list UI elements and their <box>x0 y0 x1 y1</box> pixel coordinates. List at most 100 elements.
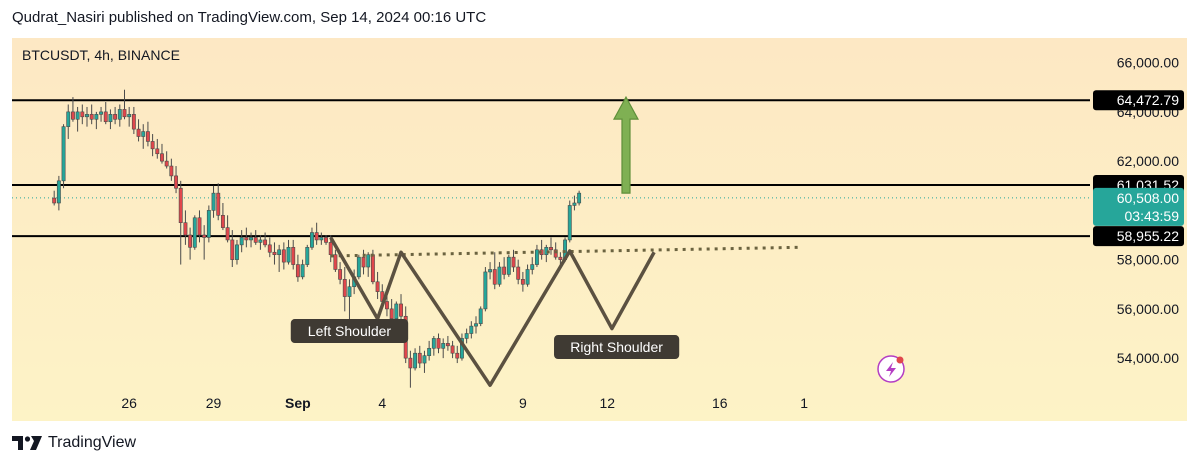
candle-down <box>314 232 319 241</box>
candle-down <box>122 109 127 118</box>
tradingview-logo-icon[interactable] <box>12 436 42 450</box>
candle-up <box>497 266 502 285</box>
annotation-box <box>290 319 409 344</box>
candle-down <box>549 247 553 251</box>
candle-up <box>108 114 113 123</box>
candle-down <box>188 234 193 248</box>
level-price-tag <box>1093 90 1184 111</box>
y-tick-label: 58,000.00 <box>1117 252 1179 268</box>
x-tick-label: 9 <box>519 395 527 411</box>
current-price-label: 60,508.00 <box>1117 190 1179 206</box>
candle-up <box>577 192 582 204</box>
candle-down <box>183 222 188 236</box>
footer: TradingView <box>12 433 136 453</box>
candle-up <box>94 114 99 120</box>
candle-up <box>127 114 132 118</box>
publisher-header: Qudrat_Nasiri published on TradingView.c… <box>12 9 487 26</box>
x-tick-label: 4 <box>378 395 386 411</box>
candle-up <box>572 202 577 206</box>
candle-down <box>295 264 300 278</box>
up-arrow <box>612 95 640 194</box>
candle-up <box>249 237 253 241</box>
candle-down <box>450 345 455 354</box>
candle-down <box>370 254 375 283</box>
candle-down <box>408 357 413 369</box>
candle-down <box>202 234 207 238</box>
x-tick-label: 26 <box>121 395 137 411</box>
candle-up <box>506 256 511 275</box>
candle-down <box>389 308 394 320</box>
candle-up <box>464 333 469 339</box>
candle-down <box>502 266 507 275</box>
candle-down <box>169 165 174 177</box>
candle-up <box>286 247 291 263</box>
price-chart[interactable]: Left Shoulder Right Shoulder 66,000.00 64,… <box>12 38 1187 421</box>
candle-up <box>206 210 211 238</box>
footer-brand[interactable]: TradingView <box>48 434 137 451</box>
candle-down <box>155 148 160 155</box>
candle-down <box>216 192 221 216</box>
candle-down <box>174 175 178 189</box>
candle-down <box>324 237 328 243</box>
candle-down <box>553 249 558 258</box>
candle-up <box>99 111 103 115</box>
x-tick-label: 16 <box>712 395 728 411</box>
candle-up <box>534 249 539 265</box>
candle-down <box>145 131 150 142</box>
candle-down <box>80 111 85 118</box>
y-tick-label: 56,000.00 <box>1117 301 1179 317</box>
candle-down <box>375 281 380 292</box>
candle-down <box>136 128 141 137</box>
annotation-label: Left Shoulder <box>308 323 392 339</box>
candle-up <box>422 355 427 364</box>
candle-up <box>310 232 314 248</box>
candle-up <box>141 131 146 137</box>
y-tick-label: 62,000.00 <box>1117 153 1179 169</box>
candle-up <box>427 347 432 356</box>
candle-down <box>197 217 202 236</box>
candle-down <box>89 114 94 120</box>
candle-up <box>75 111 80 120</box>
candle-down <box>150 141 155 150</box>
candle-down <box>338 269 343 280</box>
candle-up <box>66 111 71 127</box>
candle-down <box>230 239 235 260</box>
candle-down <box>220 215 225 228</box>
candle-up <box>469 325 474 334</box>
candle-down <box>178 187 183 223</box>
candle-down <box>399 303 403 317</box>
candle-up <box>56 180 61 204</box>
candle-up <box>356 256 361 278</box>
candle-up <box>305 247 310 265</box>
candle-down <box>361 256 366 268</box>
candle-up <box>258 239 263 243</box>
lightning-icon[interactable] <box>877 355 905 383</box>
candle-down <box>52 197 57 204</box>
x-tick-label: 29 <box>206 395 222 411</box>
y-tick-label: 66,000.00 <box>1117 55 1179 71</box>
candle-down <box>455 352 460 359</box>
candle-up <box>277 249 282 256</box>
chart-svg[interactable]: Left Shoulder Right Shoulder 66,000.00 64,… <box>12 38 1187 421</box>
candle-up <box>366 254 371 268</box>
head-and-shoulders-pattern <box>329 236 656 387</box>
candle-down <box>281 249 286 263</box>
candle-down <box>225 227 230 241</box>
candle-down <box>520 279 525 285</box>
candle-down <box>267 244 272 253</box>
candle-up <box>483 271 488 310</box>
candle-down <box>385 301 389 310</box>
y-tick-label: 54,000.00 <box>1117 350 1179 366</box>
x-tick-label: 1 <box>800 395 808 411</box>
candle-down <box>333 254 338 270</box>
level-price-tag <box>1093 226 1184 247</box>
candle-down <box>244 237 249 241</box>
candle-down <box>558 256 563 260</box>
candle-up <box>300 264 305 278</box>
candle-up <box>239 237 244 246</box>
candle-up <box>413 352 418 369</box>
candle-down <box>131 114 136 130</box>
candle-up <box>61 126 66 182</box>
candle-down <box>417 352 422 364</box>
candle-up <box>85 114 89 118</box>
